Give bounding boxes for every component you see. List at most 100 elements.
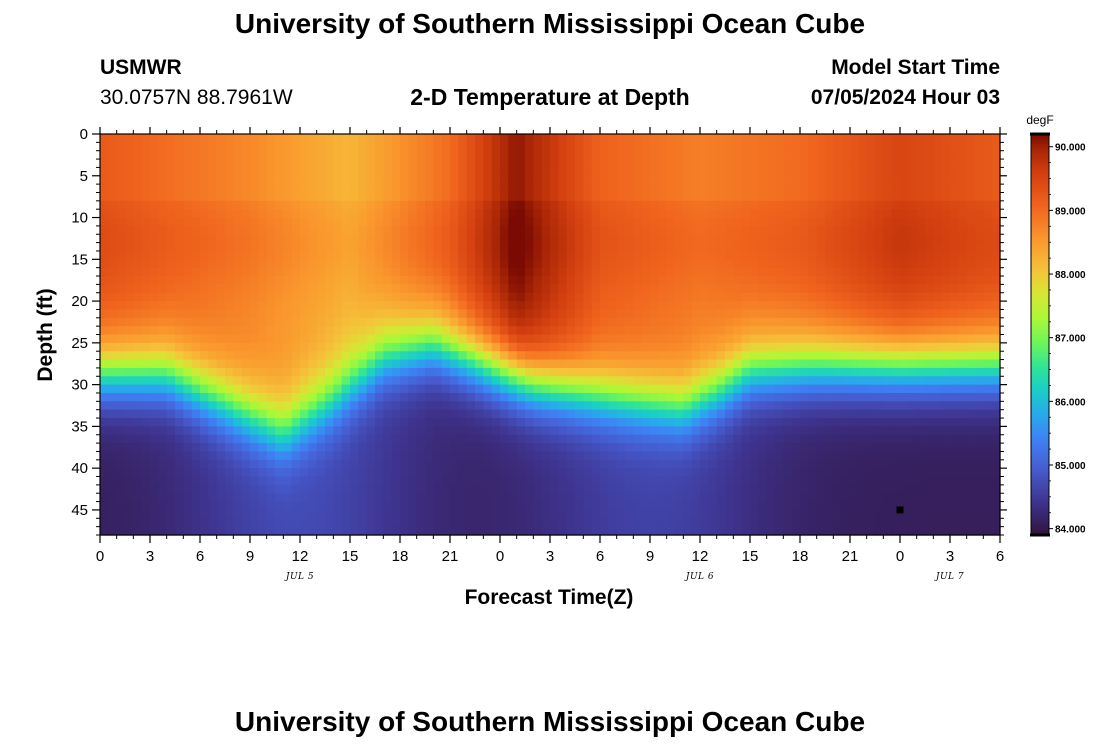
heatmap-cell bbox=[658, 209, 668, 219]
heatmap-cell bbox=[825, 259, 834, 269]
heatmap-cell bbox=[858, 209, 868, 219]
heatmap-cell bbox=[233, 484, 243, 494]
heatmap-cell bbox=[450, 159, 459, 169]
heatmap-cell bbox=[375, 267, 384, 277]
heatmap-cell bbox=[633, 317, 643, 327]
heatmap-cell bbox=[708, 225, 718, 235]
heatmap-cell bbox=[666, 334, 676, 344]
heatmap-cell bbox=[833, 301, 843, 311]
heatmap-cell bbox=[566, 184, 576, 194]
heatmap-cell bbox=[908, 284, 918, 294]
heatmap-cell bbox=[941, 184, 951, 194]
heatmap-cell bbox=[675, 392, 684, 402]
heatmap-cell bbox=[541, 276, 551, 285]
heatmap-cell bbox=[758, 142, 768, 152]
heatmap-cell bbox=[800, 242, 809, 252]
heatmap-cell bbox=[366, 175, 376, 185]
heatmap-cell bbox=[933, 484, 943, 494]
heatmap-cell bbox=[791, 209, 801, 219]
heatmap-cell bbox=[758, 468, 768, 478]
heatmap-cell bbox=[291, 409, 301, 419]
heatmap-cell bbox=[175, 234, 184, 244]
heatmap-cell bbox=[858, 351, 868, 361]
heatmap-cell bbox=[925, 192, 934, 202]
heatmap-cell bbox=[333, 217, 343, 227]
heatmap-cell bbox=[450, 217, 459, 227]
heatmap-cell bbox=[983, 225, 993, 235]
heatmap-cell bbox=[241, 401, 251, 411]
heatmap-cell bbox=[375, 509, 384, 519]
heatmap-cell bbox=[233, 159, 243, 169]
heatmap-cell bbox=[783, 217, 793, 227]
heatmap-cell bbox=[975, 292, 984, 302]
heatmap-cell bbox=[208, 518, 218, 528]
heatmap-cell bbox=[933, 150, 943, 160]
heatmap-cell bbox=[383, 309, 393, 319]
heatmap-cell bbox=[283, 342, 293, 352]
heatmap-cell bbox=[891, 484, 901, 494]
heatmap-cell bbox=[908, 451, 918, 461]
heatmap-cell bbox=[850, 234, 859, 244]
heatmap-cell bbox=[266, 434, 276, 444]
heatmap-cell bbox=[491, 159, 501, 169]
heatmap-cell bbox=[208, 259, 218, 269]
heatmap-cell bbox=[441, 476, 451, 486]
heatmap-cell bbox=[625, 209, 634, 219]
heatmap-cell bbox=[358, 459, 368, 469]
heatmap-cell bbox=[816, 384, 826, 394]
heatmap-cell bbox=[791, 175, 801, 185]
heatmap-cell bbox=[483, 200, 493, 210]
heatmap-cell bbox=[575, 384, 584, 394]
heatmap-cell bbox=[425, 501, 434, 511]
heatmap-cell bbox=[341, 409, 351, 419]
heatmap-cell bbox=[616, 267, 626, 277]
heatmap-cell bbox=[191, 367, 201, 377]
heatmap-cell bbox=[208, 334, 218, 344]
heatmap-cell bbox=[683, 234, 693, 244]
heatmap-cell bbox=[800, 384, 809, 394]
heatmap-cell bbox=[691, 284, 701, 294]
heatmap-cell bbox=[325, 301, 334, 311]
heatmap-cell bbox=[983, 501, 993, 511]
heatmap-cell bbox=[308, 459, 318, 469]
heatmap-cell bbox=[491, 267, 501, 277]
heatmap-cell bbox=[250, 167, 259, 177]
heatmap-cell bbox=[450, 476, 459, 486]
heatmap-cell bbox=[566, 292, 576, 302]
heatmap-cell bbox=[741, 334, 751, 344]
heatmap-cell bbox=[541, 242, 551, 252]
heatmap-cell bbox=[625, 134, 634, 143]
heatmap-cell bbox=[558, 501, 568, 511]
heatmap-cell bbox=[325, 376, 334, 386]
heatmap-cell bbox=[291, 451, 301, 461]
heatmap-cell bbox=[225, 342, 234, 352]
heatmap-cell bbox=[241, 175, 251, 185]
heatmap-cell bbox=[300, 476, 309, 486]
heatmap-cell bbox=[658, 259, 668, 269]
heatmap-cell bbox=[525, 292, 534, 302]
heatmap-cell bbox=[516, 167, 526, 177]
heatmap-cell bbox=[525, 401, 534, 411]
heatmap-cell bbox=[725, 376, 734, 386]
heatmap-cell bbox=[825, 509, 834, 519]
heatmap-cell bbox=[500, 159, 509, 169]
heatmap-cell bbox=[350, 134, 359, 143]
heatmap-cell bbox=[166, 376, 176, 386]
heatmap-cell bbox=[516, 134, 526, 143]
heatmap-cell bbox=[441, 367, 451, 377]
heatmap-cell bbox=[983, 459, 993, 469]
heatmap-cell bbox=[150, 167, 159, 177]
heatmap-cell bbox=[450, 276, 459, 285]
heatmap-cell bbox=[833, 484, 843, 494]
heatmap-cell bbox=[916, 384, 926, 394]
heatmap-cell bbox=[400, 401, 409, 411]
heatmap-cell bbox=[608, 326, 618, 336]
heatmap-cell bbox=[725, 409, 734, 419]
heatmap-cell bbox=[641, 334, 651, 344]
heatmap-cell bbox=[808, 451, 818, 461]
heatmap-cell bbox=[991, 501, 1001, 511]
heatmap-cell bbox=[533, 309, 543, 319]
heatmap-cell bbox=[950, 401, 959, 411]
heatmap-cell bbox=[375, 342, 384, 352]
heatmap-cell bbox=[133, 292, 143, 302]
